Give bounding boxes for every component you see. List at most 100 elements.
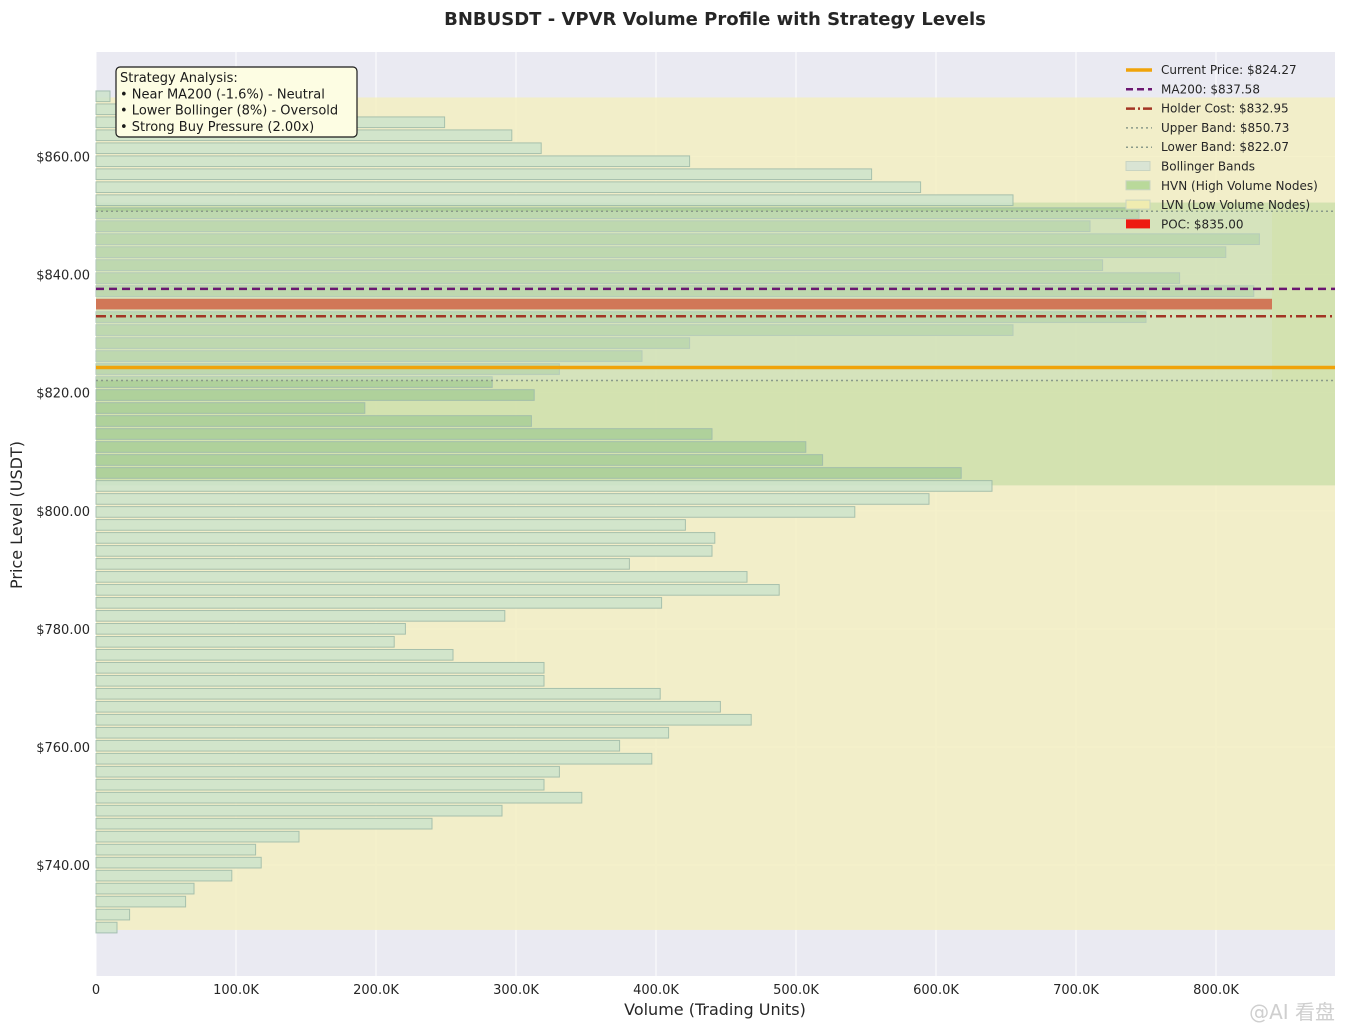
legend-label: Bollinger Bands [1161, 160, 1255, 174]
annotation-line: • Lower Bollinger (8%) - Oversold [120, 104, 338, 119]
volume-bar [95, 90, 111, 103]
volume-bar [95, 337, 691, 349]
x-axis-label: Volume (Trading Units) [624, 1000, 806, 1019]
volume-bar [95, 623, 406, 635]
x-tick-label: 400.0K [633, 983, 679, 998]
annotation-line: Strategy Analysis: [120, 71, 238, 86]
volume-bar [95, 259, 1104, 271]
volume-bar [95, 415, 532, 427]
volume-bar [95, 545, 713, 557]
volume-bar [95, 882, 195, 895]
volume-bar [95, 285, 1255, 297]
y-tick-label: $820.00 [36, 387, 90, 402]
volume-bar [95, 389, 535, 401]
volume-bar [95, 168, 873, 181]
volume-bar [95, 843, 257, 856]
volume-bar [95, 350, 643, 362]
volume-bar [95, 207, 1140, 220]
volume-bar [95, 726, 670, 739]
annotation-line: • Near MA200 (-1.6%) - Neutral [120, 87, 325, 102]
legend-swatch [1125, 199, 1151, 210]
volume-bar [95, 519, 686, 531]
volume-bar [95, 376, 493, 388]
volume-bar [95, 791, 583, 804]
poc-bar [96, 298, 1272, 310]
volume-bar [95, 441, 807, 453]
volume-bar [95, 610, 506, 622]
volume-bar [95, 804, 503, 817]
volume-bar [95, 869, 233, 882]
y-tick-label: $800.00 [36, 505, 90, 520]
volume-bar [95, 830, 300, 843]
annotation-line: • Strong Buy Pressure (2.00x) [120, 120, 314, 135]
legend-label: Upper Band: $850.73 [1161, 121, 1289, 135]
volume-bar [95, 921, 118, 934]
legend-label: MA200: $837.58 [1161, 82, 1260, 96]
volume-bar [95, 700, 721, 713]
x-tick-label: 100.0K [213, 983, 259, 998]
chart-title: BNBUSDT - VPVR Volume Profile with Strat… [444, 9, 986, 30]
legend-swatch [1125, 161, 1151, 171]
volume-bar [95, 908, 131, 921]
x-tick-label: 700.0K [1053, 983, 1099, 998]
volume-bar [95, 142, 542, 155]
volume-bar [95, 597, 663, 609]
volume-bar [95, 324, 1014, 336]
volume-bar [95, 817, 433, 830]
legend-swatch [1125, 180, 1151, 191]
watermark: @AI 看盘 [1249, 1000, 1335, 1024]
volume-bar [95, 674, 545, 687]
y-tick-label: $760.00 [36, 741, 90, 756]
x-tick-label: 500.0K [773, 983, 819, 998]
y-tick-label: $740.00 [36, 859, 90, 874]
volume-bar [95, 493, 930, 505]
bollinger-zone [96, 211, 1272, 381]
volume-bar [95, 480, 993, 492]
volume-bar [95, 246, 1227, 258]
volume-bar [95, 571, 748, 583]
volume-bar [95, 181, 922, 194]
legend-label: Holder Cost: $832.95 [1161, 102, 1289, 116]
strategy-annotation: Strategy Analysis:• Near MA200 (-1.6%) -… [115, 66, 358, 138]
x-tick-label: 600.0K [913, 983, 959, 998]
volume-bar [95, 454, 824, 466]
volume-bar [95, 856, 262, 869]
x-axis-ticks: 0 100.0K 200.0K 300.0K 400.0K 500.0K 600.0K 700… [92, 983, 1239, 998]
x-tick-label: 0 [92, 983, 100, 998]
volume-bar [95, 687, 661, 700]
legend-label: HVN (High Volume Nodes) [1161, 179, 1318, 193]
legend-label: Current Price: $824.27 [1161, 63, 1297, 77]
y-axis-ticks: $740.00 $760.00 $780.00 $800.00 $820.00 $840.… [36, 151, 90, 874]
y-tick-label: $780.00 [36, 623, 90, 638]
volume-bar [95, 635, 395, 648]
volume-bar [95, 584, 780, 596]
legend-label: Lower Band: $822.07 [1161, 140, 1289, 154]
legend-label: LVN (Low Volume Nodes) [1161, 198, 1310, 212]
legend-swatch [1126, 219, 1150, 229]
volume-bar [95, 558, 630, 570]
x-tick-label: 800.0K [1193, 983, 1239, 998]
volume-bar [95, 778, 545, 791]
volume-bar [95, 402, 366, 414]
volume-bar [95, 765, 560, 778]
volume-bar [95, 155, 691, 168]
volume-bar [95, 428, 713, 440]
volume-bar [95, 220, 1091, 232]
volume-bar [95, 233, 1260, 245]
y-tick-label: $840.00 [36, 269, 90, 284]
volume-bar [95, 895, 187, 908]
volume-bar [95, 739, 621, 752]
volume-bar [95, 272, 1181, 284]
volume-bar [95, 467, 962, 479]
volume-bar [95, 532, 716, 544]
annotation-box [115, 66, 358, 138]
x-tick-label: 200.0K [353, 983, 399, 998]
volume-bar [95, 194, 1014, 207]
volume-bar [95, 648, 454, 661]
legend-label: POC: $835.00 [1161, 217, 1244, 231]
y-tick-label: $860.00 [36, 151, 90, 166]
legend: Current Price: $824.27 MA200: $837.58 Hold… [1125, 63, 1318, 231]
volume-bar [95, 752, 653, 765]
volume-bar [95, 506, 856, 518]
